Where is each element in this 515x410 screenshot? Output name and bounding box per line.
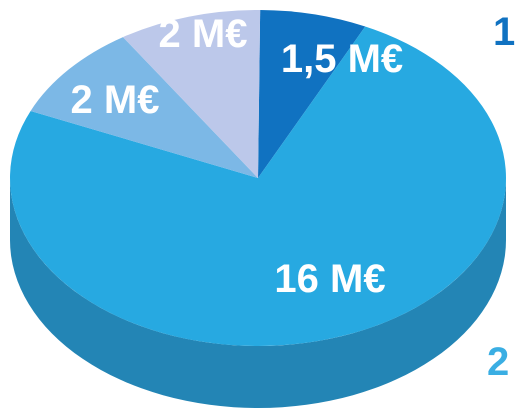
slice-label-1-5m: 1,5 M€ — [281, 37, 403, 81]
corner-label-1: 1 — [493, 10, 515, 54]
slice-label-2m-b: 2 M€ — [159, 12, 248, 56]
pie-side-depth — [10, 178, 506, 408]
pie-slice-2m-b — [122, 10, 261, 178]
corner-label-2: 2 — [487, 340, 509, 384]
pie-slice-1-5m — [258, 10, 366, 179]
slice-label-2m-a: 2 M€ — [71, 78, 160, 122]
pie-slice-16m — [10, 26, 507, 346]
pie-slice-2m-a — [30, 37, 258, 178]
slice-label-16m: 16 M€ — [274, 257, 385, 301]
